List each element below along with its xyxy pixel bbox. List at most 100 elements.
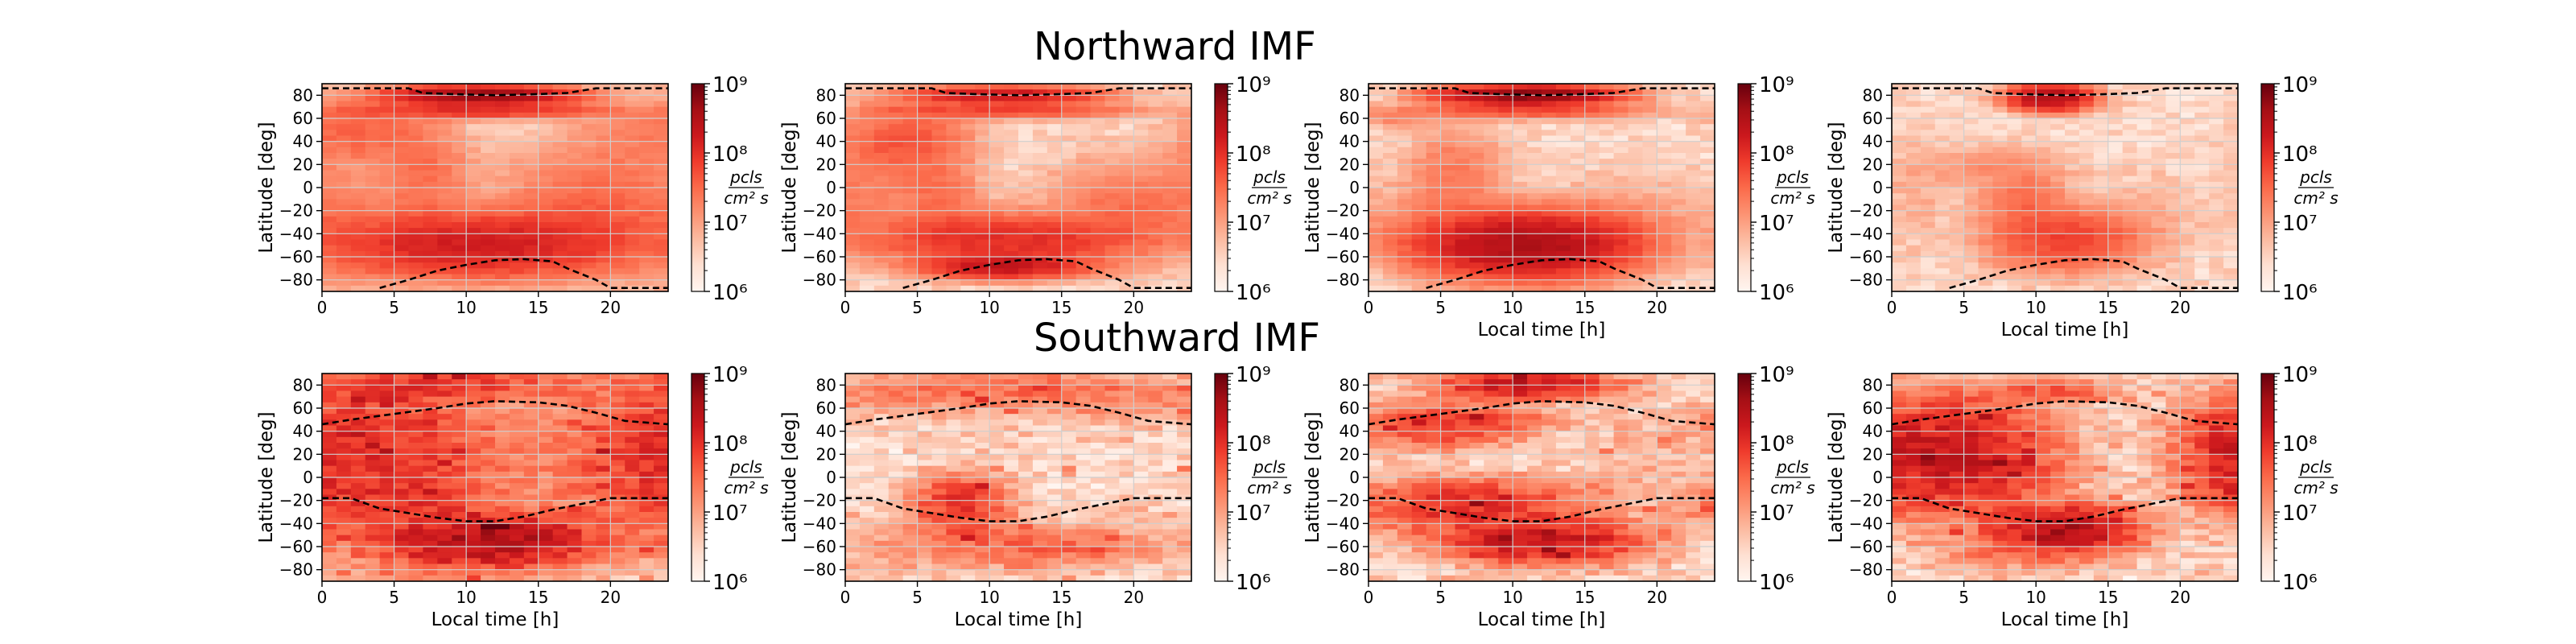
heatmap-cell (1671, 170, 1686, 177)
heatmap-cell (639, 274, 654, 281)
heatmap-cell (1513, 279, 1528, 287)
heatmap-cell (1455, 159, 1470, 165)
heatmap-cell (1686, 279, 1701, 287)
heatmap-cell (859, 374, 875, 380)
heatmap-cell (365, 477, 381, 484)
heatmap-cell (2122, 130, 2137, 136)
heatmap-cell (639, 425, 654, 432)
heatmap-cell (1934, 257, 1951, 263)
heatmap-cell (1963, 274, 1979, 281)
heatmap-cell (336, 535, 352, 542)
heatmap-cell (1148, 124, 1163, 130)
heatmap-cell (610, 483, 625, 489)
heatmap-cell (394, 188, 409, 194)
heatmap-cell (365, 175, 381, 183)
heatmap-cell (452, 529, 467, 536)
heatmap-cell (917, 425, 932, 432)
heatmap-cell (1920, 245, 1936, 252)
heatmap-cell (1426, 210, 1441, 217)
y-tick-label: 20 (293, 155, 313, 174)
heatmap-cell (495, 268, 510, 275)
heatmap-cell (873, 374, 890, 380)
heatmap-cell (2136, 204, 2152, 212)
heatmap-cell (625, 535, 640, 542)
heatmap-cell (452, 193, 467, 200)
heatmap-cell (989, 268, 1005, 275)
heatmap-cell (437, 274, 452, 281)
heatmap-cell (2165, 175, 2181, 183)
heatmap-cell (2079, 181, 2095, 188)
heatmap-cell (2180, 130, 2195, 136)
heatmap-cell (989, 257, 1005, 263)
colorbar-tick-label: 10⁷ (712, 502, 748, 526)
heatmap-cell (394, 153, 409, 159)
heatmap-cell (2122, 175, 2137, 183)
heatmap-cell (888, 222, 904, 229)
heatmap-cell (1498, 210, 1513, 217)
heatmap-cell (322, 233, 337, 240)
heatmap-cell (336, 477, 352, 484)
heatmap-cell (538, 175, 554, 183)
heatmap-cell (1162, 95, 1178, 101)
heatmap-cell (1411, 193, 1427, 200)
heatmap-cell (610, 268, 625, 275)
heatmap-cell (1527, 268, 1542, 275)
heatmap-cell (336, 483, 352, 489)
heatmap-cell (1992, 170, 2008, 177)
heatmap-cell (1584, 193, 1600, 200)
heatmap-cell (2079, 84, 2095, 90)
heatmap-cell (365, 239, 381, 246)
heatmap-cell (1599, 222, 1614, 229)
heatmap-cell (1368, 222, 1384, 229)
heatmap-cell (2223, 204, 2239, 212)
heatmap-cell (625, 564, 640, 571)
heatmap-cell (1426, 285, 1441, 292)
heatmap-cell (1613, 228, 1629, 234)
heatmap-cell (2093, 153, 2109, 159)
heatmap-cell (408, 535, 423, 542)
heatmap-cell (610, 535, 625, 542)
heatmap-cell (1978, 279, 1993, 287)
heatmap-cell (1177, 188, 1192, 194)
heatmap-cell (1642, 193, 1657, 200)
heatmap-cell (2151, 106, 2166, 114)
heatmap-cell (379, 245, 394, 252)
heatmap-cell (1032, 210, 1048, 217)
heatmap-cell (1613, 101, 1629, 108)
heatmap-cell (2050, 193, 2066, 200)
heatmap-cell (1061, 124, 1077, 130)
heatmap-cell (888, 262, 904, 269)
heatmap-cell (1104, 188, 1120, 194)
heatmap-cell (2209, 257, 2224, 263)
heatmap-cell (379, 130, 394, 136)
heatmap-cell (581, 164, 597, 171)
heatmap-cell (902, 443, 918, 449)
heatmap-cell (989, 199, 1005, 205)
heatmap-cell (1133, 233, 1149, 240)
heatmap-cell (322, 130, 337, 136)
heatmap-cell (408, 454, 423, 460)
heatmap-cell (1004, 164, 1019, 171)
heatmap-cell (1584, 130, 1600, 136)
heatmap-cell (1469, 170, 1484, 177)
heatmap-cell (1599, 233, 1614, 240)
heatmap-cell (917, 268, 932, 275)
heatmap-cell (567, 529, 582, 536)
heatmap-cell (845, 130, 861, 136)
heatmap-cell (423, 285, 438, 292)
heatmap-cell (452, 471, 467, 478)
heatmap-cell (2223, 262, 2239, 269)
heatmap-cell (596, 153, 611, 159)
heatmap-cell (523, 216, 539, 223)
colorbar-label-numerator: pcls (729, 457, 762, 477)
heatmap-cell (1628, 239, 1643, 246)
heatmap-cell (1542, 101, 1557, 108)
heatmap-cell (1963, 193, 1979, 200)
heatmap-cell (581, 569, 597, 576)
heatmap-cell (552, 210, 568, 217)
heatmap-cell (873, 465, 890, 473)
heatmap-cell (1513, 210, 1528, 217)
heatmap-cell (2007, 89, 2022, 96)
heatmap-cell (379, 396, 394, 403)
heatmap-cell (1920, 233, 1936, 240)
